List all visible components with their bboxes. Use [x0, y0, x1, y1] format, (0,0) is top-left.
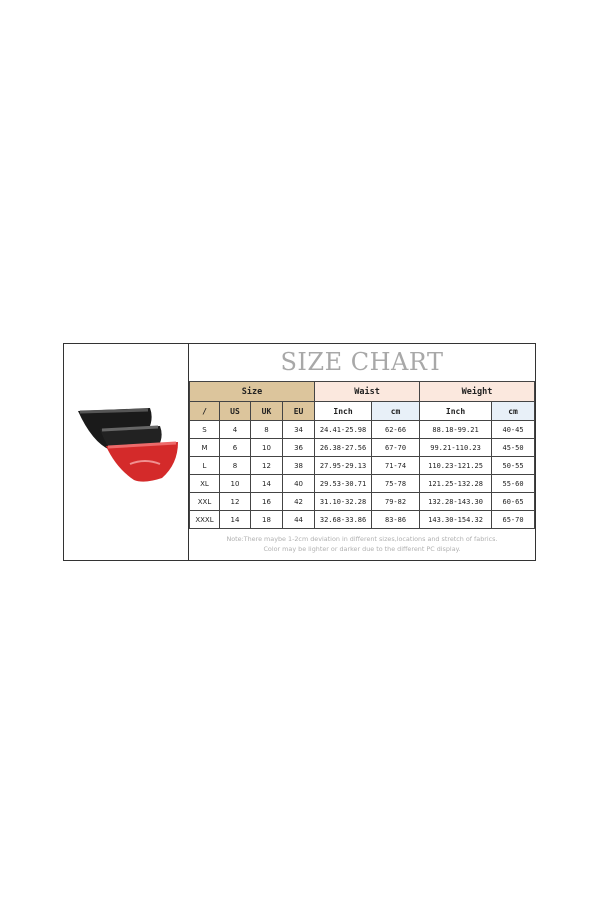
table-cell: 50-55	[491, 456, 535, 475]
column-header: EU	[281, 401, 316, 421]
table-row: S 4 8 34 24.41-25.98 62-66 88.18-99.21 40-45	[189, 420, 535, 439]
table-row: XXL 12 16 42 31.10-32.28 79-82 132.28-143.30 60…	[189, 492, 535, 511]
table-row: XL 10 14 40 29.53-30.71 75-78 121.25-132.28 55-…	[189, 474, 535, 493]
column-header: Inch	[419, 401, 493, 421]
table-cell: 79-82	[371, 492, 421, 511]
table-cell: 27.95-29.13	[314, 456, 373, 475]
table-cell: 40-45	[491, 420, 535, 439]
table-cell: 31.10-32.28	[314, 492, 373, 511]
table-cell: 10	[219, 474, 251, 493]
table-cell: 18	[250, 510, 283, 529]
table-cell: 12	[219, 492, 251, 511]
table-cell: S	[189, 420, 220, 439]
table-cell: 121.25-132.28	[419, 474, 493, 493]
table-cell: 38	[281, 456, 316, 475]
table-cell: 143.30-154.32	[419, 510, 493, 529]
table-cell: 12	[250, 456, 283, 475]
table-cell: 83-86	[371, 510, 421, 529]
table-cell: 34	[281, 420, 316, 439]
note-line: Note:There maybe 1-2cm deviation in diff…	[226, 535, 498, 543]
table-row: M 6 10 36 26.38-27.56 67-70 99.21-110.23 45-50	[189, 438, 535, 457]
column-header: US	[219, 401, 251, 421]
table-cell: 24.41-25.98	[314, 420, 373, 439]
table-cell: 16	[250, 492, 283, 511]
size-chart: SIZE CHART Size Waist Weight / US UK EU Inch…	[188, 344, 535, 560]
column-header: Inch	[314, 401, 373, 421]
column-header: cm	[491, 401, 535, 421]
table-cell: 67-70	[371, 438, 421, 457]
briefs-image	[78, 408, 178, 482]
table-cell: 40	[281, 474, 316, 493]
table-cell: XXXL	[189, 510, 220, 529]
table-cell: 42	[281, 492, 316, 511]
table-cell: 60-65	[491, 492, 535, 511]
table-cell: 8	[219, 456, 251, 475]
table-cell: M	[189, 438, 220, 457]
note-line: Color may be lighter or darker due to th…	[263, 545, 461, 553]
column-header: cm	[371, 401, 421, 421]
table-cell: 32.68-33.86	[314, 510, 373, 529]
table-cell: XL	[189, 474, 220, 493]
note: Note:There maybe 1-2cm deviation in diff…	[189, 529, 535, 554]
table-cell: 88.18-99.21	[419, 420, 493, 439]
weight-group-header: Weight	[419, 381, 535, 402]
table-cell: 26.38-27.56	[314, 438, 373, 457]
size-chart-frame: SIZE CHART Size Waist Weight / US UK EU Inch…	[63, 343, 536, 561]
table-cell: 99.21-110.23	[419, 438, 493, 457]
table-cell: 71-74	[371, 456, 421, 475]
waist-group-header: Waist	[314, 381, 421, 402]
table-cell: XXL	[189, 492, 220, 511]
table-row: L 8 12 38 27.95-29.13 71-74 110.23-121.25 50-55	[189, 456, 535, 475]
table-cell: 132.28-143.30	[419, 492, 493, 511]
column-header: UK	[250, 401, 283, 421]
column-header: /	[189, 401, 220, 421]
subheader-row: / US UK EU Inch cm Inch cm	[189, 401, 535, 421]
chart-title: SIZE CHART	[280, 348, 444, 376]
table-cell: 45-50	[491, 438, 535, 457]
table-cell: 44	[281, 510, 316, 529]
table-cell: 8	[250, 420, 283, 439]
table-cell: 62-66	[371, 420, 421, 439]
size-group-header: Size	[188, 381, 316, 402]
table-cell: L	[189, 456, 220, 475]
table-cell: 10	[250, 438, 283, 457]
product-photo	[64, 344, 189, 560]
table-cell: 110.23-121.25	[419, 456, 493, 475]
table-cell: 29.53-30.71	[314, 474, 373, 493]
table-row: XXXL 14 18 44 32.68-33.86 83-86 143.30-154.32 6…	[189, 510, 535, 529]
table-cell: 14	[250, 474, 283, 493]
table-cell: 14	[219, 510, 251, 529]
table-cell: 4	[219, 420, 251, 439]
table-cell: 55-60	[491, 474, 535, 493]
table-cell: 65-70	[491, 510, 535, 529]
table-cell: 36	[281, 438, 316, 457]
table-cell: 6	[219, 438, 251, 457]
table-cell: 75-78	[371, 474, 421, 493]
